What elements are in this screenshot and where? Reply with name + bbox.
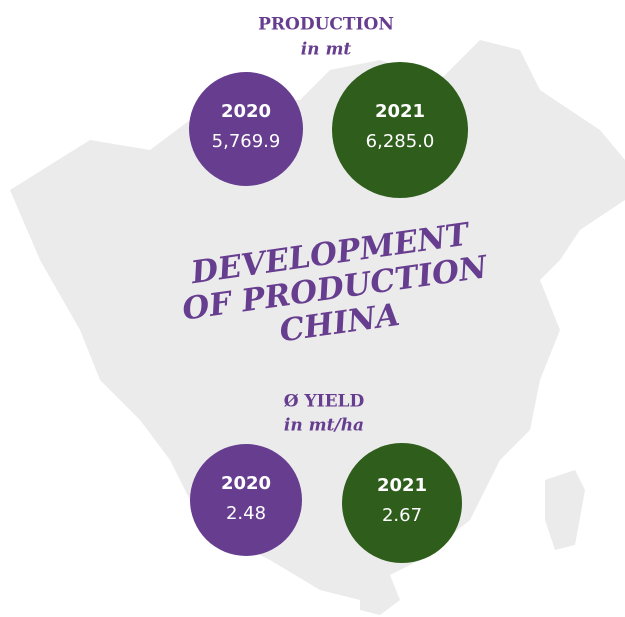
section-unit: in mt [301,40,352,60]
year: 2020 [221,473,271,494]
year: 2021 [377,475,427,496]
value: 6,285.0 [366,131,435,152]
year: 2020 [221,101,271,122]
year: 2021 [375,101,425,122]
section-title: PRODUCTION [258,15,394,35]
circle-2020 [190,444,302,556]
circle-2021 [332,62,468,198]
value: 2.48 [226,503,266,524]
map-island [545,470,585,550]
value: 5,769.9 [212,131,281,152]
circle-2021 [342,443,462,563]
section-title: Ø YIELD [284,392,365,412]
map-background [10,40,625,600]
circle-2020 [189,72,303,186]
value: 2.67 [382,505,422,526]
map-island [360,575,400,615]
section-unit: in mt/ha [284,416,364,436]
